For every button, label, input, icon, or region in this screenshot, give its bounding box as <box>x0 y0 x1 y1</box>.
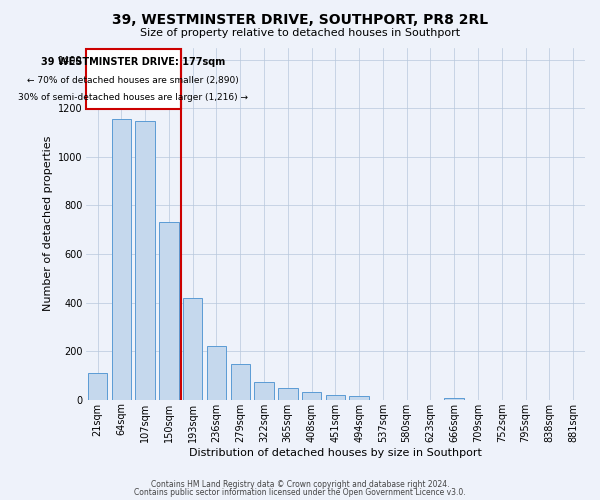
Text: Contains HM Land Registry data © Crown copyright and database right 2024.: Contains HM Land Registry data © Crown c… <box>151 480 449 489</box>
Bar <box>445 398 464 400</box>
Text: ← 70% of detached houses are smaller (2,890): ← 70% of detached houses are smaller (2,… <box>28 76 239 85</box>
X-axis label: Distribution of detached houses by size in Southport: Distribution of detached houses by size … <box>189 448 482 458</box>
Bar <box>326 396 345 400</box>
Bar <box>230 364 250 400</box>
Text: 39 WESTMINSTER DRIVE: 177sqm: 39 WESTMINSTER DRIVE: 177sqm <box>41 58 226 68</box>
Bar <box>112 119 131 400</box>
Bar <box>183 298 202 400</box>
Bar <box>254 382 274 400</box>
Bar <box>349 396 369 400</box>
FancyBboxPatch shape <box>86 48 181 110</box>
Bar <box>159 222 179 400</box>
Bar <box>88 373 107 400</box>
Bar <box>302 392 322 400</box>
Bar <box>278 388 298 400</box>
Bar <box>207 346 226 400</box>
Text: Size of property relative to detached houses in Southport: Size of property relative to detached ho… <box>140 28 460 38</box>
Text: 30% of semi-detached houses are larger (1,216) →: 30% of semi-detached houses are larger (… <box>18 93 248 102</box>
Y-axis label: Number of detached properties: Number of detached properties <box>43 136 53 312</box>
Text: Contains public sector information licensed under the Open Government Licence v3: Contains public sector information licen… <box>134 488 466 497</box>
Bar <box>136 121 155 400</box>
Text: 39, WESTMINSTER DRIVE, SOUTHPORT, PR8 2RL: 39, WESTMINSTER DRIVE, SOUTHPORT, PR8 2R… <box>112 12 488 26</box>
